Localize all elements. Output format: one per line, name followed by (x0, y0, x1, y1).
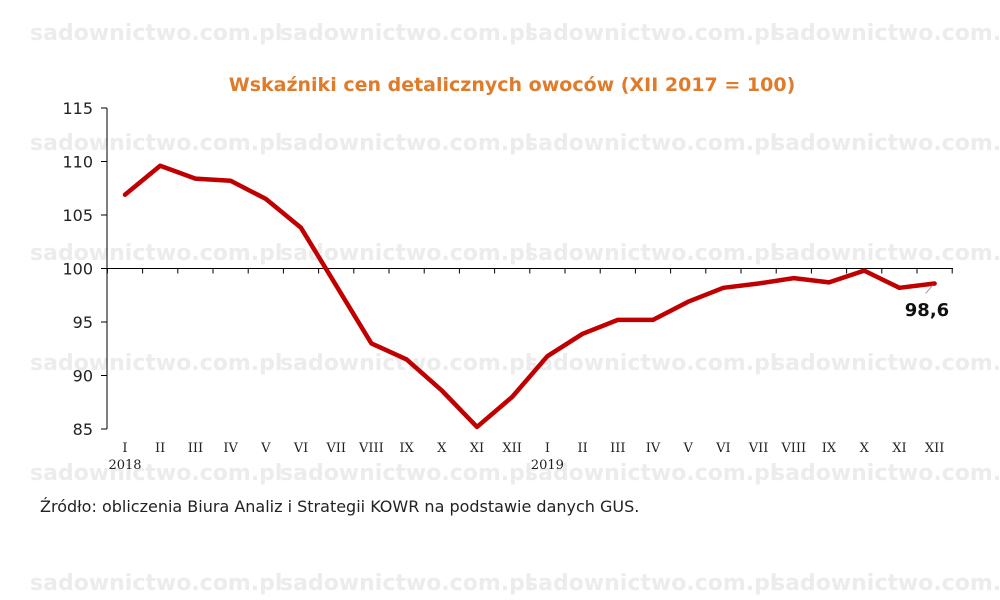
watermark-text: sadownictwo.com.pl (30, 131, 282, 156)
series-layer (122, 163, 937, 430)
watermark-text: sadownictwo.com.pl (525, 351, 777, 376)
watermark-text: sadownictwo.com.pl (772, 571, 1000, 596)
watermark-text: sadownictwo.com.pl (30, 351, 282, 376)
x-tick-label: II (155, 441, 165, 456)
x-tick-label: X (437, 441, 447, 456)
watermark-text: sadownictwo.com.pl (772, 131, 1000, 156)
x-axis-labels: I II III IV V VI VII VIII IX X XI XII I II III IV V VI VII… (122, 441, 944, 456)
y-tick-label: 105 (62, 206, 93, 225)
end-label-pointer (925, 285, 933, 294)
x-axis-ticks (106, 268, 953, 274)
year-label: 2018 (108, 458, 141, 473)
y-tick-label: 115 (62, 99, 93, 118)
watermark-text: sadownictwo.com.pl (30, 571, 282, 596)
x-tick-label: VI (293, 441, 309, 456)
x-tick-label: III (188, 441, 203, 456)
watermark-text: sadownictwo.com.pl (525, 461, 777, 486)
watermark-text: sadownictwo.com.pl (772, 351, 1000, 376)
x-tick-label: VII (748, 441, 769, 456)
y-tick-label: 110 (62, 153, 93, 172)
x-tick-label: VIII (780, 441, 806, 456)
x-tick-label: X (860, 441, 870, 456)
watermark-text: sadownictwo.com.pl (280, 131, 532, 156)
x-tick-label: XII (925, 441, 945, 456)
series-line (122, 163, 937, 430)
x-tick-label: VII (325, 441, 346, 456)
watermark-text: sadownictwo.com.pl (525, 571, 777, 596)
x-tick-label: IX (822, 441, 837, 456)
watermark-layer: sadownictwo.com.plsadownictwo.com.plsado… (30, 21, 1000, 596)
x-tick-label: XI (892, 441, 906, 456)
watermark-text: sadownictwo.com.pl (525, 21, 777, 46)
watermark-text: sadownictwo.com.pl (772, 21, 1000, 46)
watermark-text: sadownictwo.com.pl (525, 241, 777, 266)
watermark-text: sadownictwo.com.pl (280, 461, 532, 486)
x-tick-label: XI (470, 441, 484, 456)
y-tick-label: 95 (73, 313, 93, 332)
x-tick-label: I (122, 441, 127, 456)
year-labels: 2018 2019 (108, 458, 563, 473)
x-tick-label: IV (646, 441, 661, 456)
watermark-text: sadownictwo.com.pl (280, 21, 532, 46)
end-marker-layer (925, 285, 933, 294)
x-tick-label: V (683, 441, 694, 456)
watermark-text: sadownictwo.com.pl (30, 461, 282, 486)
x-tick-label: IX (399, 441, 414, 456)
x-tick-label: I (545, 441, 550, 456)
watermark-text: sadownictwo.com.pl (525, 131, 777, 156)
y-tick-label: 100 (62, 260, 93, 279)
chart-title: Wskaźniki cen detalicznych owoców (XII 2… (229, 74, 796, 96)
watermark-text: sadownictwo.com.pl (30, 21, 282, 46)
x-tick-label: II (577, 441, 587, 456)
y-tick-label: 85 (73, 420, 93, 439)
end-value-label: 98,6 (905, 300, 949, 321)
x-tick-label: III (610, 441, 625, 456)
y-tick-label: 90 (73, 367, 93, 386)
watermark-text: sadownictwo.com.pl (30, 241, 282, 266)
source-note: Źródło: obliczenia Biura Analiz i Strate… (40, 497, 640, 516)
watermark-text: sadownictwo.com.pl (280, 571, 532, 596)
x-tick-label: XII (502, 441, 522, 456)
x-tick-label: IV (223, 441, 238, 456)
watermark-text: sadownictwo.com.pl (280, 351, 532, 376)
watermark-text: sadownictwo.com.pl (772, 461, 1000, 486)
x-tick-label: VIII (358, 441, 384, 456)
x-tick-label: V (260, 441, 271, 456)
watermark-text: sadownictwo.com.pl (772, 241, 1000, 266)
y-axis: 85 90 95 100 105 110 115 (62, 99, 108, 439)
year-label: 2019 (531, 458, 564, 473)
x-tick-label: VI (715, 441, 731, 456)
